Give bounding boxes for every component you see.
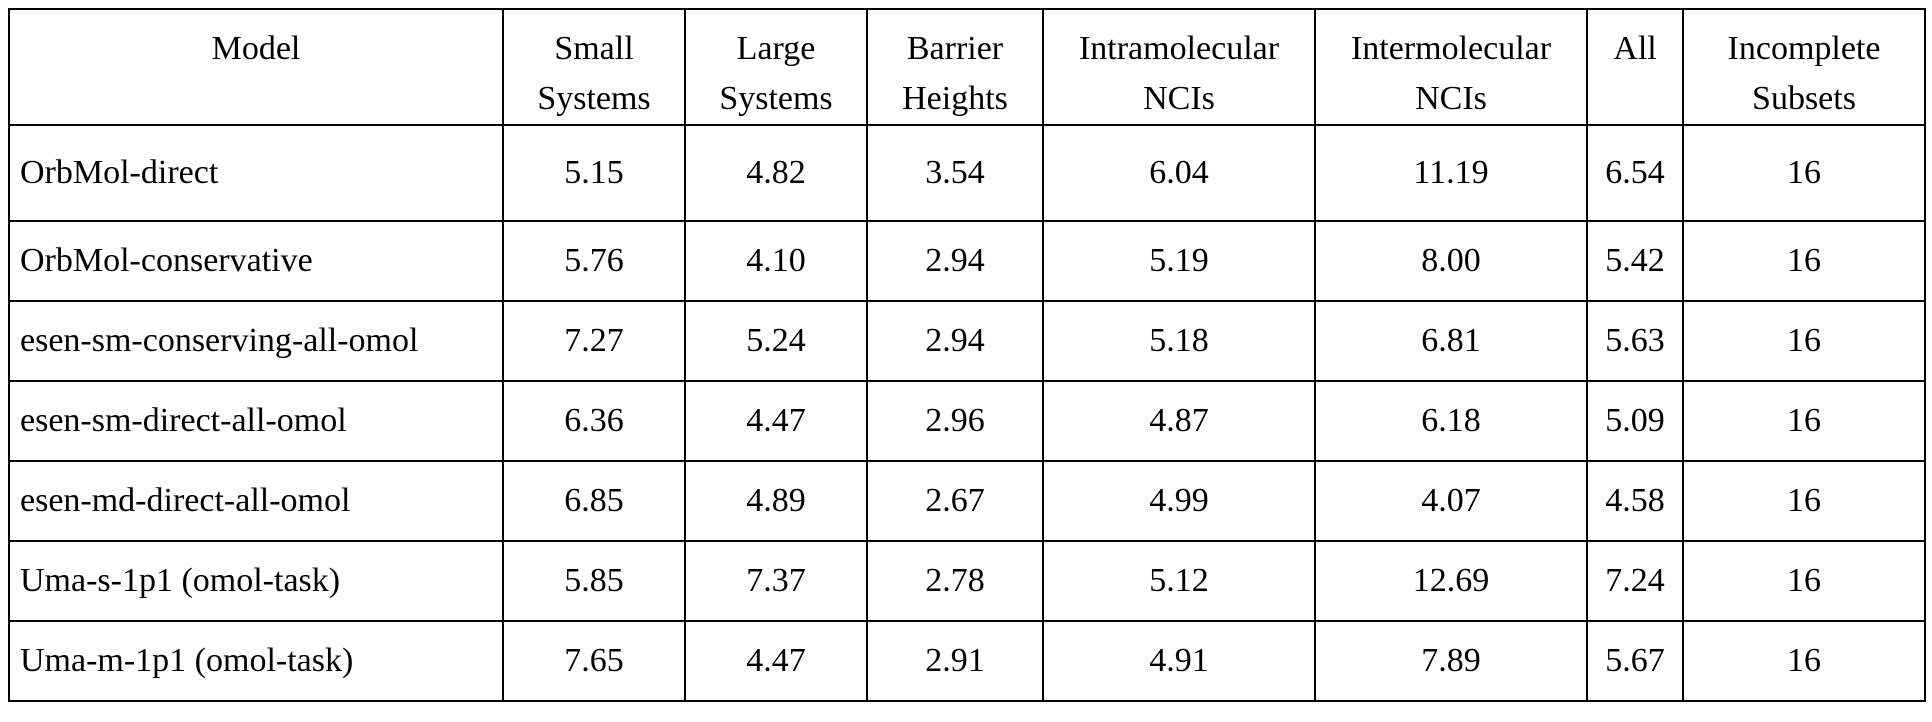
header-label: Incomplete [1727, 30, 1881, 67]
benchmark-results-table: Model Small Systems Large Systems Barrie… [8, 8, 1926, 702]
model-cell: Uma-m-1p1 (omol-task) [8, 620, 504, 702]
all-cell: 5.63 [1586, 300, 1684, 382]
barrier-heights-cell: 2.94 [866, 220, 1044, 302]
large-systems-cell: 4.82 [684, 124, 868, 222]
barrier-heights-cell: 2.78 [866, 540, 1044, 622]
header-model: Model [8, 8, 504, 126]
header-label: NCIs [1415, 80, 1487, 117]
intramolecular-ncis-cell: 6.04 [1042, 124, 1316, 222]
model-cell: OrbMol-conservative [8, 220, 504, 302]
large-systems-cell: 4.10 [684, 220, 868, 302]
header-barrier-heights: Barrier Heights [866, 8, 1044, 126]
incomplete-subsets-cell: 16 [1682, 620, 1926, 702]
barrier-heights-cell: 2.96 [866, 380, 1044, 462]
small-systems-cell: 5.76 [502, 220, 686, 302]
intramolecular-ncis-cell: 5.19 [1042, 220, 1316, 302]
all-cell: 5.42 [1586, 220, 1684, 302]
small-systems-cell: 6.36 [502, 380, 686, 462]
large-systems-cell: 5.24 [684, 300, 868, 382]
large-systems-cell: 4.89 [684, 460, 868, 542]
header-label: Small [554, 30, 634, 67]
header-label: Systems [537, 80, 651, 117]
all-cell: 5.67 [1586, 620, 1684, 702]
intermolecular-ncis-cell: 6.18 [1314, 380, 1588, 462]
incomplete-subsets-cell: 16 [1682, 380, 1926, 462]
all-cell: 7.24 [1586, 540, 1684, 622]
header-label: All [1613, 30, 1657, 67]
incomplete-subsets-cell: 16 [1682, 124, 1926, 222]
header-incomplete-subsets: Incomplete Subsets [1682, 8, 1926, 126]
small-systems-cell: 5.15 [502, 124, 686, 222]
header-label: Subsets [1752, 80, 1856, 117]
intramolecular-ncis-cell: 4.91 [1042, 620, 1316, 702]
barrier-heights-cell: 2.67 [866, 460, 1044, 542]
small-systems-cell: 6.85 [502, 460, 686, 542]
intramolecular-ncis-cell: 5.18 [1042, 300, 1316, 382]
table-row: Uma-s-1p1 (omol-task) 5.85 7.37 2.78 5.1… [8, 540, 1926, 622]
table-row: OrbMol-conservative 5.76 4.10 2.94 5.19 … [8, 220, 1926, 302]
incomplete-subsets-cell: 16 [1682, 460, 1926, 542]
table-row: esen-sm-conserving-all-omol 7.27 5.24 2.… [8, 300, 1926, 382]
incomplete-subsets-cell: 16 [1682, 540, 1926, 622]
incomplete-subsets-cell: 16 [1682, 300, 1926, 382]
small-systems-cell: 5.85 [502, 540, 686, 622]
header-intramolecular-ncis: Intramolecular NCIs [1042, 8, 1316, 126]
model-cell: esen-md-direct-all-omol [8, 460, 504, 542]
model-cell: Uma-s-1p1 (omol-task) [8, 540, 504, 622]
all-cell: 5.09 [1586, 380, 1684, 462]
intramolecular-ncis-cell: 4.99 [1042, 460, 1316, 542]
small-systems-cell: 7.27 [502, 300, 686, 382]
large-systems-cell: 4.47 [684, 620, 868, 702]
table-container: Model Small Systems Large Systems Barrie… [8, 8, 1926, 702]
header-large-systems: Large Systems [684, 8, 868, 126]
intermolecular-ncis-cell: 8.00 [1314, 220, 1588, 302]
intermolecular-ncis-cell: 7.89 [1314, 620, 1588, 702]
large-systems-cell: 7.37 [684, 540, 868, 622]
header-label: NCIs [1143, 80, 1215, 117]
intermolecular-ncis-cell: 11.19 [1314, 124, 1588, 222]
barrier-heights-cell: 2.91 [866, 620, 1044, 702]
intermolecular-ncis-cell: 6.81 [1314, 300, 1588, 382]
incomplete-subsets-cell: 16 [1682, 220, 1926, 302]
intermolecular-ncis-cell: 12.69 [1314, 540, 1588, 622]
model-cell: esen-sm-conserving-all-omol [8, 300, 504, 382]
header-label: Intramolecular [1078, 30, 1280, 67]
barrier-heights-cell: 2.94 [866, 300, 1044, 382]
large-systems-cell: 4.47 [684, 380, 868, 462]
all-cell: 6.54 [1586, 124, 1684, 222]
model-cell: OrbMol-direct [8, 124, 504, 222]
header-label: Model [211, 30, 301, 67]
header-intermolecular-ncis: Intermolecular NCIs [1314, 8, 1588, 126]
model-cell: esen-sm-direct-all-omol [8, 380, 504, 462]
header-label: Systems [719, 80, 833, 117]
table-row: OrbMol-direct 5.15 4.82 3.54 6.04 11.19 … [8, 124, 1926, 222]
intermolecular-ncis-cell: 4.07 [1314, 460, 1588, 542]
header-all: All [1586, 8, 1684, 126]
intramolecular-ncis-cell: 4.87 [1042, 380, 1316, 462]
header-label: Intermolecular [1350, 30, 1552, 67]
header-row: Model Small Systems Large Systems Barrie… [8, 8, 1926, 126]
header-label: Barrier [906, 30, 1004, 67]
header-label: Large [736, 30, 816, 67]
table-row: Uma-m-1p1 (omol-task) 7.65 4.47 2.91 4.9… [8, 620, 1926, 702]
all-cell: 4.58 [1586, 460, 1684, 542]
small-systems-cell: 7.65 [502, 620, 686, 702]
table-row: esen-md-direct-all-omol 6.85 4.89 2.67 4… [8, 460, 1926, 542]
barrier-heights-cell: 3.54 [866, 124, 1044, 222]
table-row: esen-sm-direct-all-omol 6.36 4.47 2.96 4… [8, 380, 1926, 462]
header-small-systems: Small Systems [502, 8, 686, 126]
intramolecular-ncis-cell: 5.12 [1042, 540, 1316, 622]
header-label: Heights [902, 80, 1008, 117]
